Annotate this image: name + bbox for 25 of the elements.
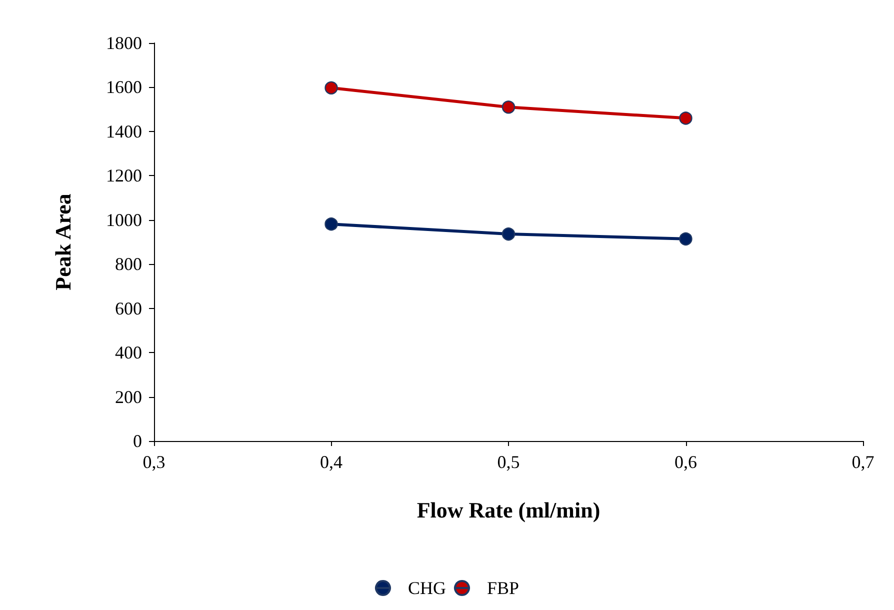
y-tick-label: 800 bbox=[115, 254, 142, 274]
point bbox=[324, 217, 338, 231]
x-tick-label: 0,4 bbox=[320, 452, 342, 472]
legend-label: FBP bbox=[486, 578, 520, 598]
y-tick-label: 1000 bbox=[106, 210, 142, 230]
x-tick-label: 0,5 bbox=[497, 452, 520, 472]
y-tick-label: 400 bbox=[115, 342, 142, 363]
x-tick-label: 0,7 bbox=[852, 452, 874, 472]
y-tick-label: 200 bbox=[115, 386, 142, 407]
y-tick-label: 600 bbox=[115, 298, 142, 318]
y-tick-label: 0 bbox=[133, 431, 142, 451]
point bbox=[502, 227, 516, 241]
point bbox=[324, 81, 338, 94]
y-tick-label: 1800 bbox=[106, 33, 142, 53]
point bbox=[679, 112, 692, 125]
point bbox=[502, 100, 516, 114]
legend-label: CHG bbox=[408, 578, 446, 598]
x-tick-label: 0,3 bbox=[142, 452, 166, 472]
x-tick-label: 0,6 bbox=[674, 452, 697, 472]
y-tick-label: 1200 bbox=[106, 166, 142, 186]
point bbox=[679, 232, 692, 246]
y-axis-title: Peak Area bbox=[50, 194, 76, 290]
y-tick-label: 1600 bbox=[106, 77, 142, 98]
y-tick-label: 1400 bbox=[106, 121, 142, 142]
x-axis-title: Flow Rate (ml/min) bbox=[416, 498, 600, 522]
